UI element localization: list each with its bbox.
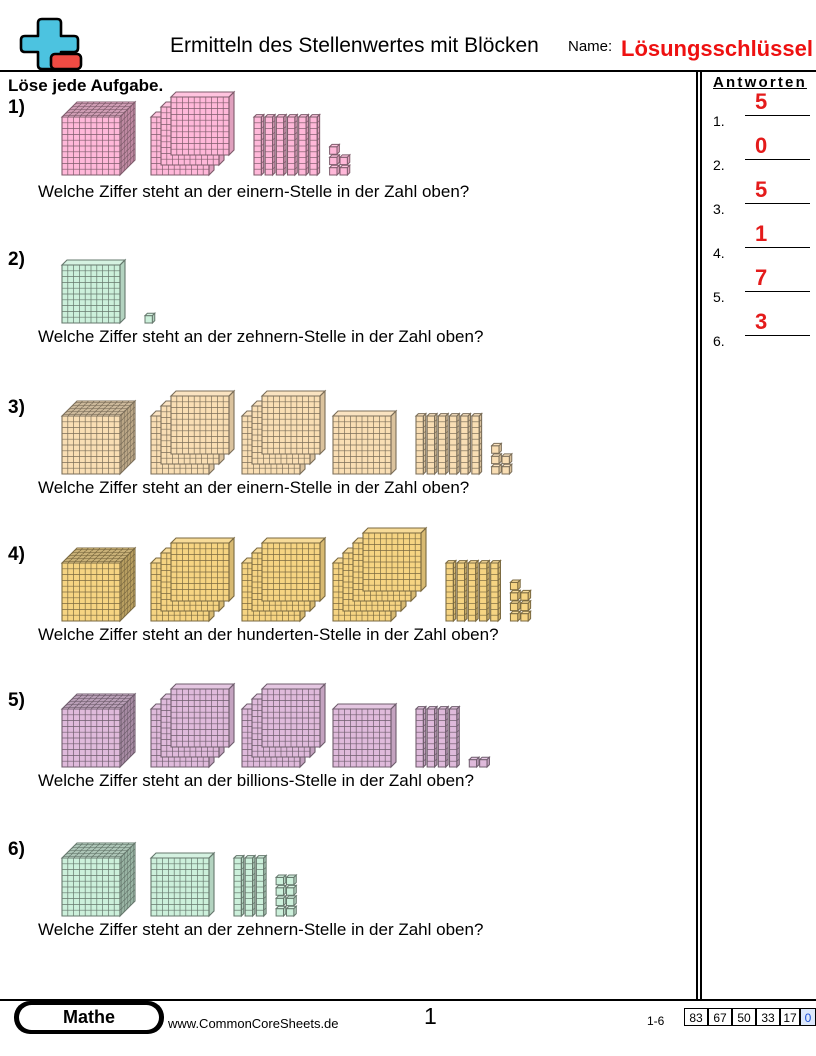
svg-text:Mathe: Mathe — [63, 1007, 115, 1027]
